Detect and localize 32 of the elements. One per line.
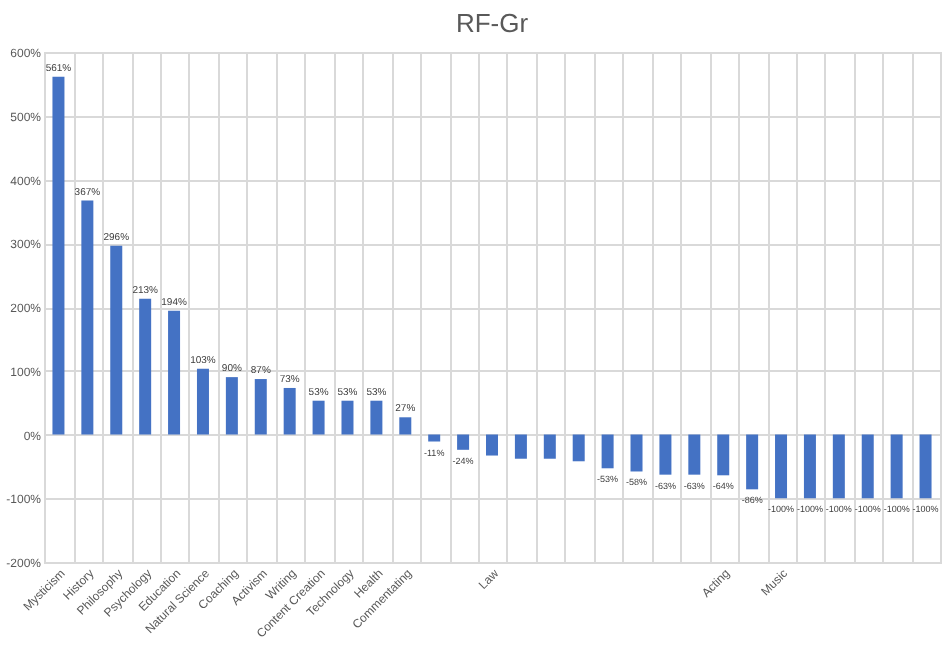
bar <box>428 434 441 442</box>
bar <box>717 434 730 476</box>
bar <box>283 387 296 435</box>
bar <box>919 434 932 499</box>
bar <box>543 434 556 459</box>
bar <box>139 298 152 435</box>
chart-title: RF-Gr <box>455 8 530 38</box>
bar <box>486 434 498 456</box>
bar <box>890 434 903 499</box>
bar <box>688 434 701 475</box>
bar <box>341 400 354 435</box>
bar <box>370 400 383 435</box>
bar <box>746 434 759 490</box>
bar <box>254 379 267 435</box>
bar <box>601 434 614 469</box>
bar <box>110 245 123 435</box>
bar <box>803 434 816 499</box>
bar <box>659 434 672 475</box>
bar <box>514 434 527 459</box>
bar <box>225 377 238 435</box>
bar <box>775 434 788 499</box>
bar <box>630 434 643 472</box>
bar <box>861 434 874 499</box>
bar <box>832 434 845 499</box>
bar <box>399 417 412 435</box>
bar <box>312 400 325 435</box>
bar <box>81 200 94 435</box>
bar <box>168 310 181 435</box>
bar <box>572 434 585 462</box>
bar <box>457 434 470 450</box>
bar <box>196 368 209 435</box>
bar <box>52 76 65 435</box>
